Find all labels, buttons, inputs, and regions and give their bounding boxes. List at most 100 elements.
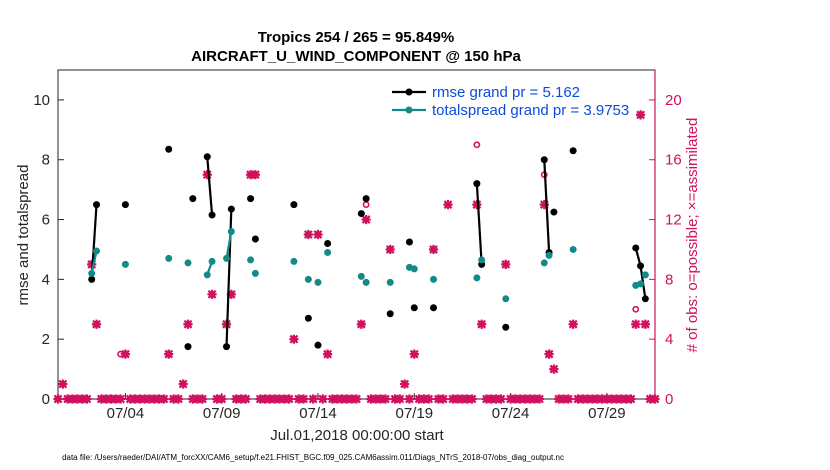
obs-assimilated-point [433, 394, 443, 404]
obs-assimilated-point [351, 394, 362, 404]
rmse-point [473, 180, 481, 188]
obs-assimilated-point [255, 394, 265, 404]
obs-assimilated-point [197, 394, 208, 404]
obs-assimilated-point [404, 394, 415, 404]
y-tick-label-left: 2 [42, 331, 50, 348]
totalspread-point [93, 247, 101, 255]
obs-assimilated-point [544, 349, 554, 359]
obs-assimilated-point [375, 394, 386, 404]
obs-assimilated-point [438, 394, 448, 404]
totalspread-point [357, 272, 365, 280]
obs-assimilated-point [188, 394, 198, 404]
obs-assimilated-point [72, 394, 82, 404]
obs-assimilated-point [130, 394, 140, 404]
obs-assimilated-point [245, 170, 256, 180]
obs-assimilated-point [115, 394, 126, 404]
y-tick-label-left: 6 [42, 212, 50, 229]
obs-assimilated-point [563, 394, 573, 404]
rmse-point [165, 145, 173, 153]
totalspread-point [208, 257, 216, 265]
x-tick-label: 07/14 [299, 405, 337, 422]
legend-marker-rmse [405, 88, 413, 96]
obs-assimilated-point [274, 394, 285, 404]
obs-assimilated-point [313, 229, 323, 240]
obs-assimilated-point [616, 394, 626, 404]
totalspread-point [203, 271, 211, 279]
rmse-point [324, 239, 332, 247]
obs-assimilated-point [303, 229, 313, 240]
totalspread-point [247, 256, 255, 264]
obs-assimilated-point [67, 394, 78, 404]
totalspread-point [362, 278, 370, 286]
totalspread-point [121, 260, 129, 268]
x-axis-label: Jul.01,2018 00:00:00 start [270, 427, 444, 444]
rmse-point [540, 156, 548, 164]
rmse-point [208, 211, 216, 219]
obs-assimilated-point [91, 319, 102, 329]
obs-assimilated-point [491, 394, 501, 404]
obs-assimilated-point [428, 244, 439, 255]
obs-assimilated-point [607, 394, 617, 404]
totalspread-point [251, 269, 259, 277]
obs-possible-point [632, 305, 640, 313]
obs-assimilated-point [424, 394, 434, 404]
obs-assimilated-point [279, 394, 289, 404]
obs-assimilated-point [520, 394, 530, 404]
obs-assimilated-point [226, 289, 236, 299]
totalspread-point [184, 259, 192, 267]
rmse-point [386, 310, 394, 318]
obs-assimilated-point [173, 394, 183, 404]
totalspread-point [545, 251, 553, 259]
obs-assimilated-point [207, 289, 217, 299]
obs-assimilated-point [539, 199, 549, 210]
rmse-point [227, 205, 235, 213]
y-tick-label-right: 20 [665, 92, 682, 109]
obs-assimilated-point [414, 394, 424, 404]
obs-assimilated-point [140, 394, 150, 404]
obs-assimilated-point [217, 394, 227, 404]
totalspread-point [569, 245, 577, 253]
rmse-point [550, 208, 558, 216]
x-tick-label: 07/04 [107, 405, 145, 422]
totalspread-point [304, 275, 312, 283]
obs-assimilated-point [510, 394, 520, 404]
obs-assimilated-point [154, 394, 164, 404]
obs-assimilated-point [554, 394, 564, 404]
obs-assimilated-point [241, 394, 251, 404]
obs-assimilated-point [298, 394, 309, 404]
obs-assimilated-point [472, 199, 482, 210]
obs-assimilated-point [164, 349, 174, 359]
obs-possible-point [473, 141, 481, 149]
totalspread-point [540, 259, 548, 267]
obs-assimilated-point [202, 170, 212, 180]
obs-assimilated-point [125, 394, 135, 404]
chart-title: Tropics 254 / 265 = 95.849% [258, 29, 454, 46]
obs-assimilated-point [385, 244, 395, 255]
totalspread-line-segment [90, 250, 98, 274]
rmse-point [189, 195, 197, 203]
rmse-point [362, 195, 370, 203]
obs-assimilated-point [120, 349, 131, 359]
obs-assimilated-point [558, 394, 569, 404]
x-tick-label: 07/09 [203, 405, 241, 422]
y-tick-label-right: 0 [665, 391, 673, 408]
rmse-line-segment [206, 156, 214, 216]
y-tick-label-right: 12 [665, 212, 682, 229]
rmse-point [405, 238, 413, 246]
obs-assimilated-point [144, 394, 155, 404]
totalspread-point [410, 265, 418, 273]
obs-assimilated-point [327, 394, 338, 404]
y-tick-label-right: 4 [665, 331, 673, 348]
obs-assimilated-point [289, 334, 299, 344]
obs-assimilated-point [318, 394, 328, 404]
totalspread-point [88, 269, 96, 277]
rmse-point [430, 304, 438, 312]
obs-assimilated-point [534, 394, 545, 404]
chart-subtitle: AIRCRAFT_U_WIND_COMPONENT @ 150 hPa [191, 48, 521, 65]
obs-assimilated-point [505, 394, 516, 404]
legend-label-totalspread: totalspread grand pr = 3.9753 [432, 102, 629, 119]
rmse-point [203, 153, 211, 161]
obs-assimilated-point [347, 394, 357, 404]
y-axis-label-left: rmse and totalspread [15, 165, 32, 306]
